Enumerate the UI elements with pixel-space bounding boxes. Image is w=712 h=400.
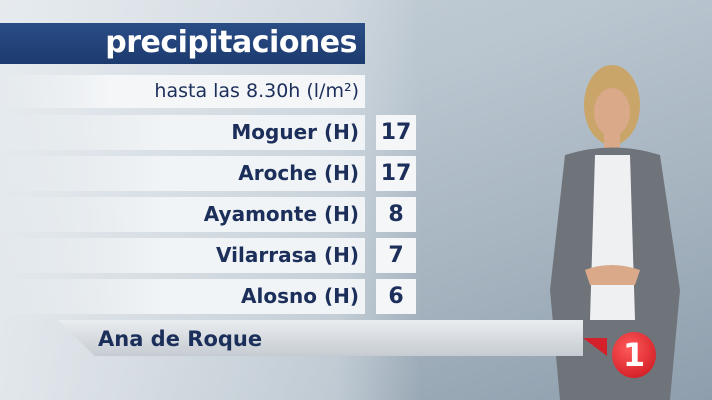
graphic-title: precipitaciones <box>0 23 365 64</box>
place-label: Vilarrasa (H) <box>0 238 365 273</box>
table-row: Moguer (H) 17 <box>0 115 416 150</box>
place-label: Ayamonte (H) <box>0 197 365 232</box>
table-row: Ayamonte (H) 8 <box>0 197 416 232</box>
table-row: Alosno (H) 6 <box>0 279 416 314</box>
channel-logo: 1 <box>612 332 656 378</box>
table-row: Vilarrasa (H) 7 <box>0 238 416 273</box>
precip-value: 8 <box>376 197 416 232</box>
place-label: Alosno (H) <box>0 279 365 314</box>
precip-value: 6 <box>376 279 416 314</box>
place-label: Aroche (H) <box>0 156 365 191</box>
precip-value: 17 <box>376 115 416 150</box>
precip-value: 17 <box>376 156 416 191</box>
place-label: Moguer (H) <box>0 115 365 150</box>
presenter-name-bar: Ana de Roque <box>58 320 583 356</box>
precip-value: 7 <box>376 238 416 273</box>
table-row: Aroche (H) 17 <box>0 156 416 191</box>
graphic-subtitle: hasta las 8.30h (l/m²) <box>0 75 365 108</box>
